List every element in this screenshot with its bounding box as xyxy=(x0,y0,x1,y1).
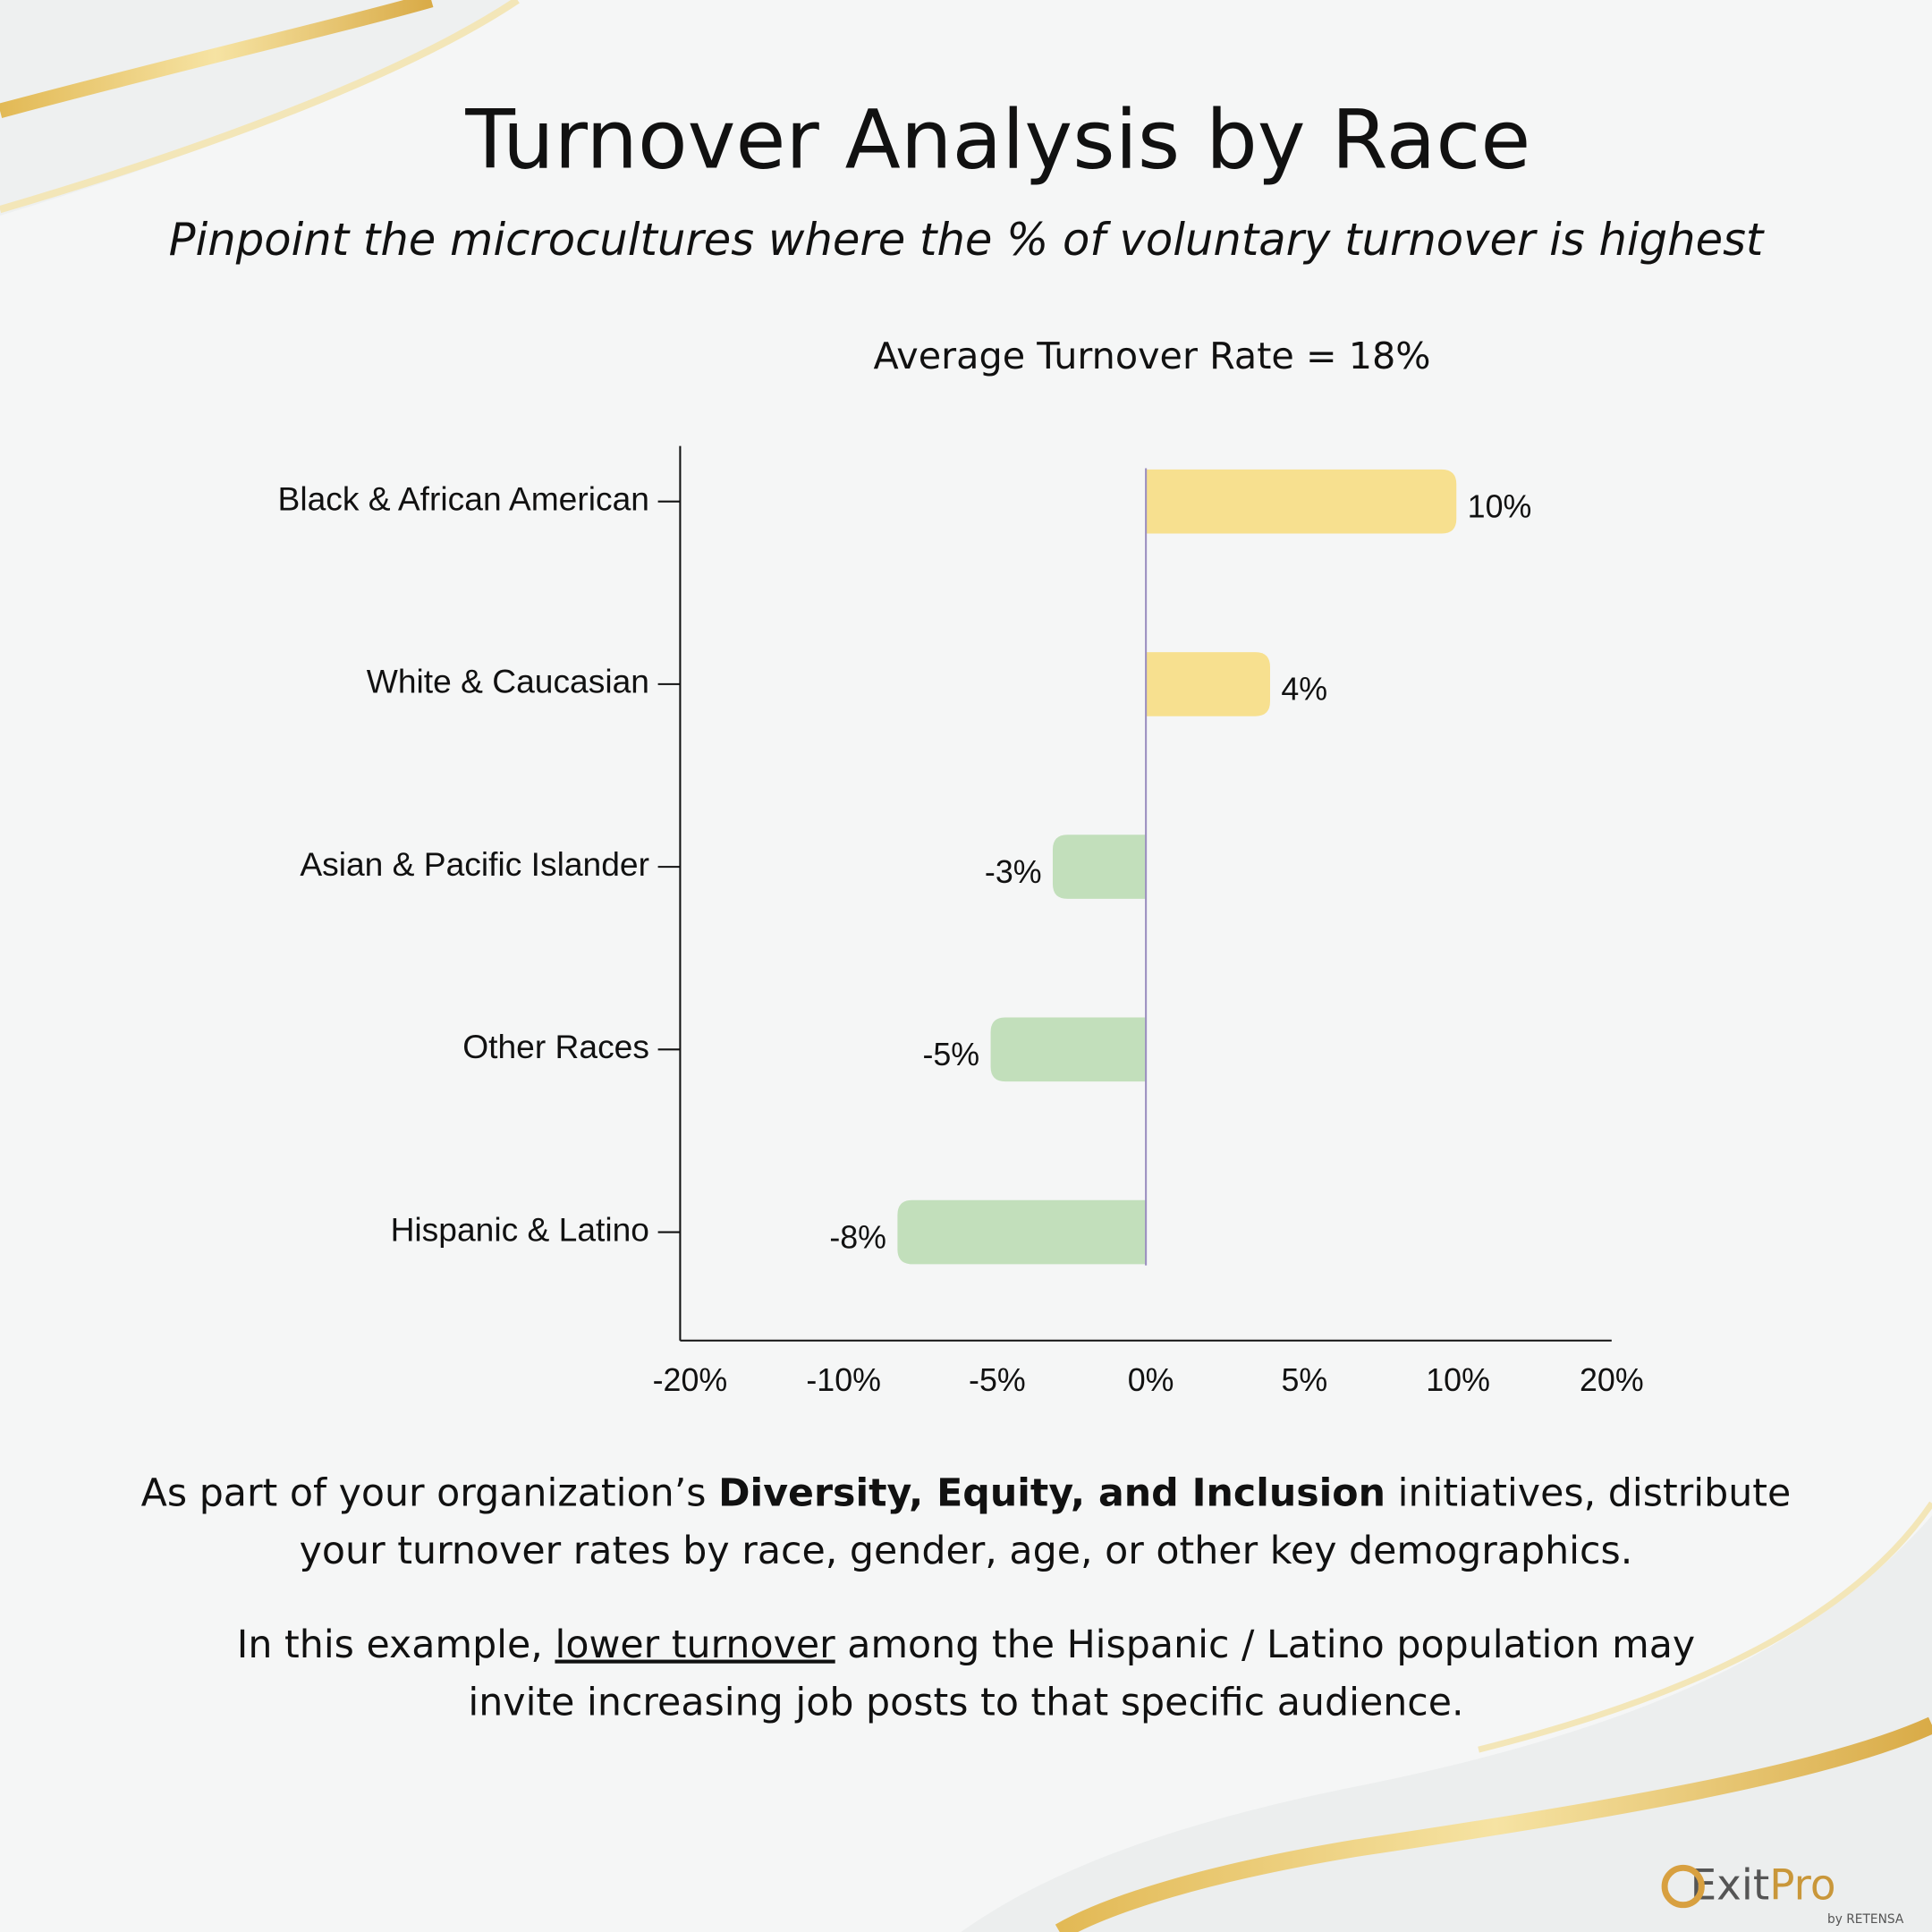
y-tick-label: Black & African American xyxy=(278,479,649,517)
text: In this example, xyxy=(236,1623,555,1667)
paragraph: In this example, lower turnover among th… xyxy=(190,1616,1742,1732)
decor xyxy=(1478,1501,1932,1753)
bold-text: Diversity, Equity, and Inclusion xyxy=(718,1470,1386,1516)
y-tick-label: White & Caucasian xyxy=(367,663,649,700)
x-tick-label: 0% xyxy=(1128,1362,1174,1398)
logo-part: Pro xyxy=(1769,1861,1835,1910)
decor xyxy=(1055,1716,1932,1932)
data-label: -5% xyxy=(922,1037,979,1072)
underlined-text: lower turnover xyxy=(555,1623,835,1667)
data-label: 10% xyxy=(1468,488,1532,524)
x-tick-label: 5% xyxy=(1281,1362,1327,1398)
data-label: -8% xyxy=(829,1219,886,1255)
x-tick-label: -5% xyxy=(969,1362,1026,1398)
text: initiatives, distribute your turnover ra… xyxy=(299,1470,1792,1574)
bar xyxy=(1052,835,1147,899)
decor xyxy=(0,0,518,216)
x-tick-label: -10% xyxy=(806,1362,881,1398)
decor xyxy=(0,0,520,214)
text: among the Hispanic / Latino population m… xyxy=(468,1623,1696,1725)
chart-subtitle: Pinpoint the microcultures where the % o… xyxy=(169,214,1765,266)
annotation: Average Turnover Rate = 18% xyxy=(873,335,1430,377)
data-label: -3% xyxy=(985,854,1042,890)
bar xyxy=(990,1017,1147,1082)
bar xyxy=(1146,652,1270,716)
chart-title: Turnover Analysis by Race xyxy=(464,93,1530,187)
decor xyxy=(961,1515,1932,1932)
x-tick-label: -20% xyxy=(653,1362,728,1398)
logo-name: ExitPro xyxy=(1690,1861,1836,1910)
bar xyxy=(1146,469,1457,534)
data-label: 4% xyxy=(1281,672,1327,708)
y-tick-label: Other Races xyxy=(462,1028,649,1065)
decor xyxy=(0,0,434,118)
logo-byline: by RETENSA xyxy=(1827,1912,1904,1927)
x-tick-label: 10% xyxy=(1426,1362,1490,1398)
y-tick-label: Hispanic & Latino xyxy=(391,1210,649,1248)
bar xyxy=(897,1199,1147,1265)
text: As part of your organization’s xyxy=(140,1470,719,1516)
paragraph: As part of your organization’s Diversity… xyxy=(104,1465,1829,1580)
x-tick-label: 20% xyxy=(1580,1362,1644,1398)
y-tick-label: Asian & Pacific Islander xyxy=(300,845,649,883)
logo-icon xyxy=(1661,1864,1705,1909)
